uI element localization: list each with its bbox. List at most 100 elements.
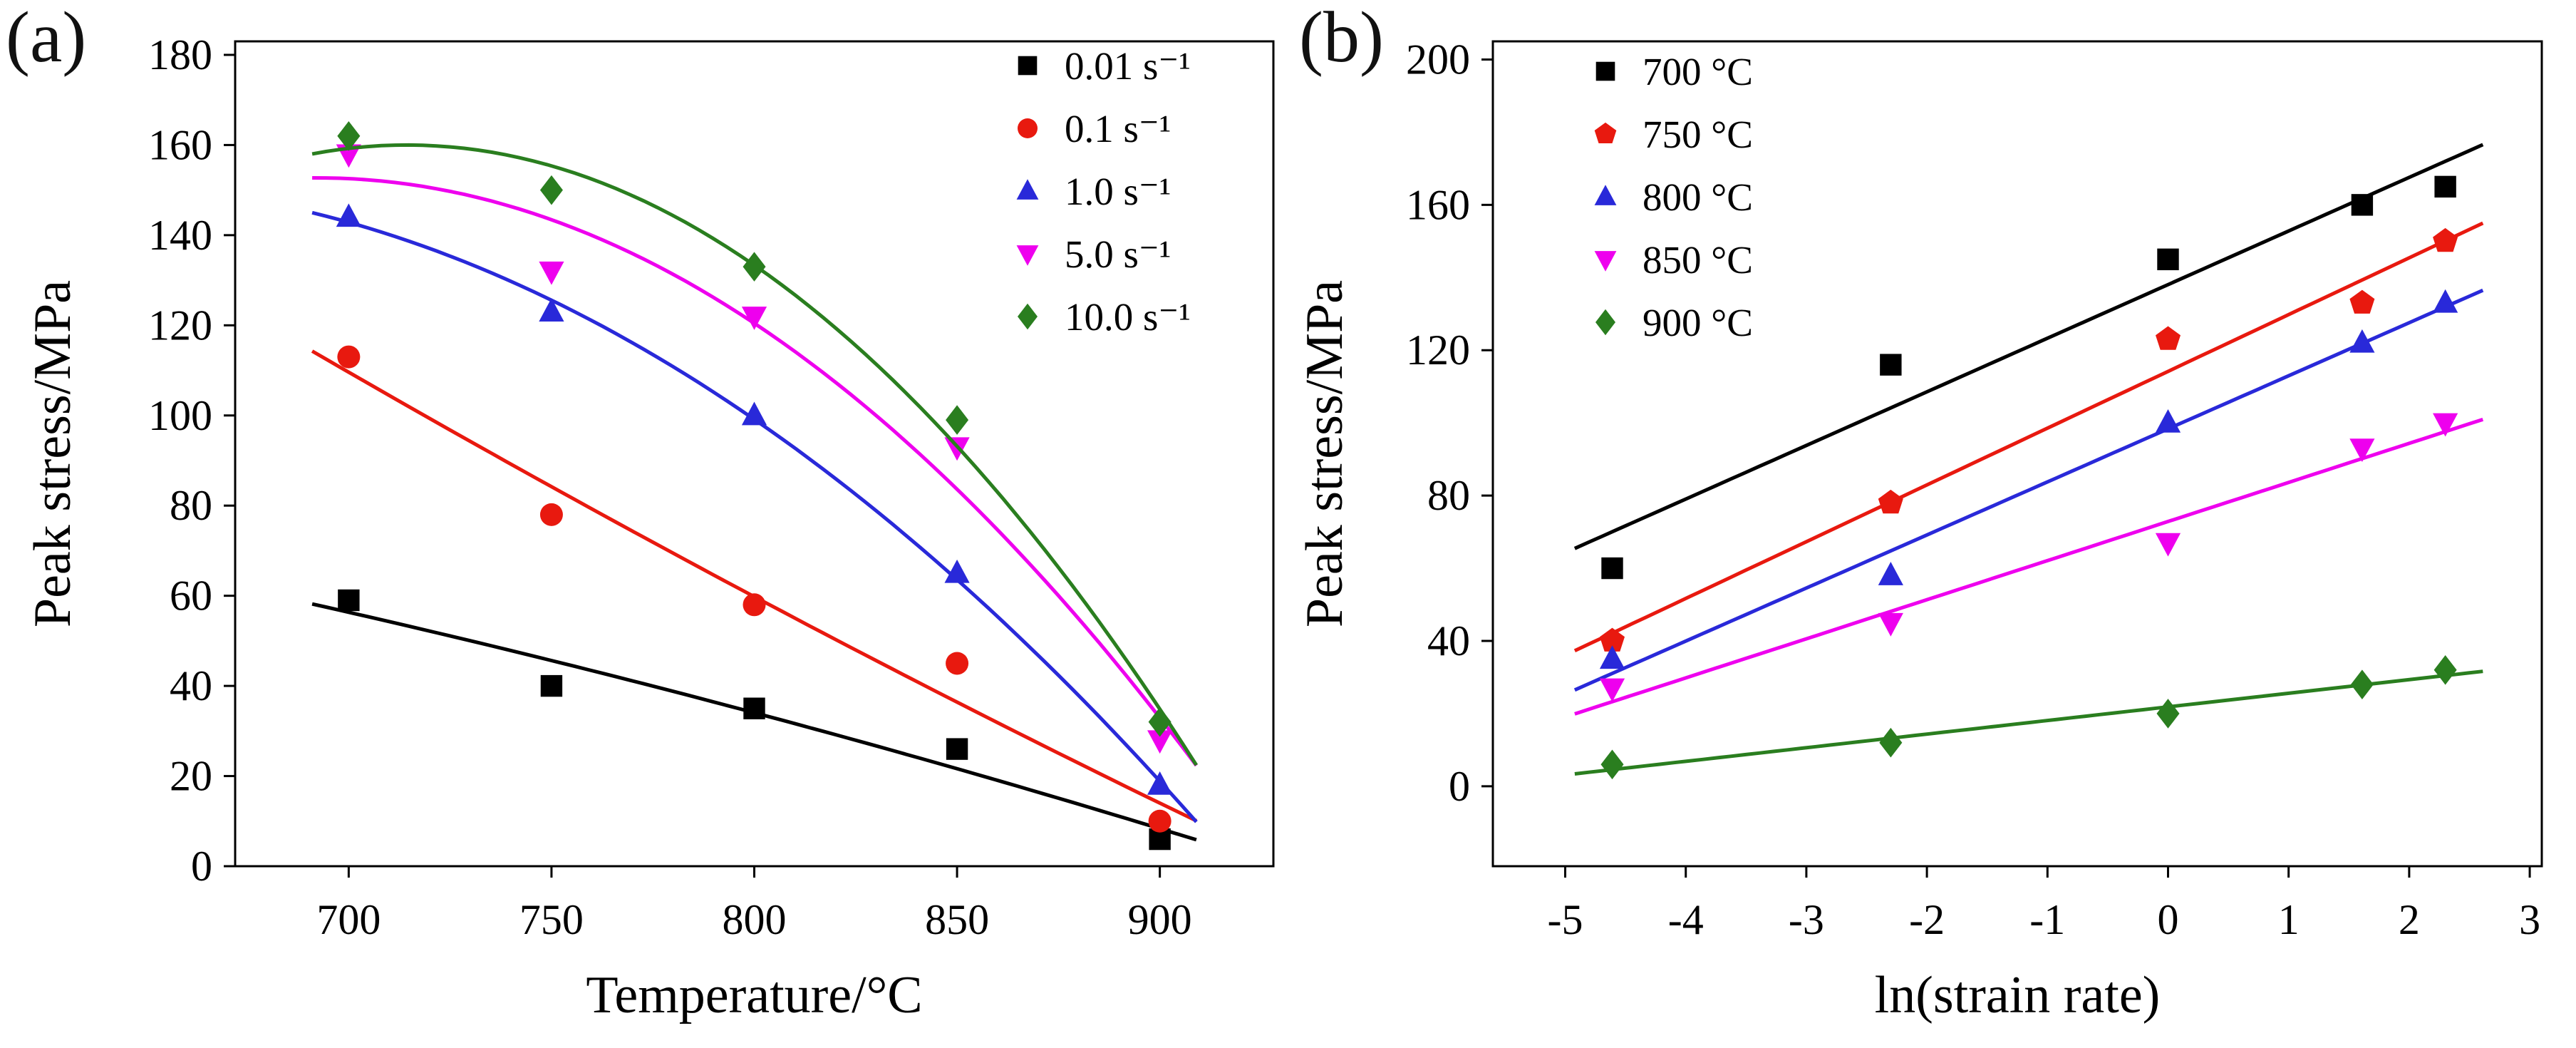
series-1.0 s⁻¹ bbox=[311, 203, 1198, 823]
triangle-up-marker bbox=[1878, 562, 1903, 585]
x-tick-label: -5 bbox=[1548, 896, 1583, 943]
diamond-marker bbox=[1879, 727, 1903, 758]
legend-label: 1.0 s⁻¹ bbox=[1065, 170, 1171, 213]
fit-line bbox=[311, 602, 1197, 842]
triangle-down-marker bbox=[539, 261, 564, 285]
x-axis-label: Temperature/°C bbox=[586, 966, 922, 1024]
fit-line bbox=[1573, 221, 2484, 653]
triangle-down-marker bbox=[741, 307, 767, 330]
series-750 °C bbox=[1573, 221, 2484, 653]
pentagon-marker bbox=[2433, 227, 2458, 252]
triangle-down-marker bbox=[1147, 730, 1173, 754]
pentagon-marker bbox=[2349, 289, 2375, 314]
x-tick-label: -3 bbox=[1789, 896, 1824, 943]
y-tick-label: 160 bbox=[148, 121, 212, 168]
y-tick-label: 120 bbox=[1406, 327, 1470, 374]
pentagon-marker bbox=[1878, 489, 1903, 514]
y-tick-label: 40 bbox=[1427, 617, 1470, 664]
y-tick-label: 200 bbox=[1406, 36, 1470, 83]
y-tick-label: 80 bbox=[170, 482, 212, 529]
square-marker bbox=[1601, 557, 1623, 580]
circle-marker bbox=[946, 652, 969, 675]
fit-line bbox=[1574, 418, 2484, 716]
square-marker bbox=[338, 589, 360, 612]
circle-marker bbox=[1148, 809, 1171, 833]
y-tick-label: 80 bbox=[1427, 472, 1470, 519]
triangle-up-marker bbox=[539, 298, 564, 322]
x-tick-label: 750 bbox=[519, 896, 584, 943]
triangle-up-marker bbox=[2155, 409, 2181, 433]
diamond-marker bbox=[743, 252, 766, 282]
x-tick-label: 1 bbox=[2278, 896, 2300, 943]
y-tick-label: 180 bbox=[148, 31, 212, 78]
y-tick-label: 40 bbox=[170, 662, 212, 709]
triangle-up-marker bbox=[1594, 185, 1617, 205]
fit-line bbox=[1573, 288, 2484, 692]
legend-label: 850 °C bbox=[1643, 238, 1753, 282]
panel-b: -5 -4 -3 -2 -1 0 1 2 3 0 40 80 120 160 200 ln(strain ra… bbox=[1293, 0, 2576, 1048]
x-tick-label: -2 bbox=[1909, 896, 1945, 943]
triangle-up-marker bbox=[1147, 771, 1173, 795]
y-tick-label: 100 bbox=[148, 392, 212, 439]
triangle-down-marker bbox=[1599, 678, 1625, 702]
diamond-marker bbox=[337, 120, 361, 151]
legend-label: 900 °C bbox=[1643, 301, 1753, 344]
diamond-marker bbox=[2156, 699, 2180, 729]
series-10.0 s⁻¹ bbox=[311, 120, 1199, 766]
diamond-marker bbox=[1148, 707, 1171, 737]
x-tick-label: 0 bbox=[2157, 896, 2178, 943]
legend-label: 750 °C bbox=[1643, 113, 1753, 156]
legend: 0.01 s⁻¹ 0.1 s⁻¹ 1.0 s⁻¹ 5.0 s⁻¹ 10.0 s⁻¹ bbox=[1016, 44, 1191, 339]
triangle-up-marker bbox=[2433, 289, 2458, 313]
square-marker bbox=[1595, 61, 1615, 81]
x-tick-label: 900 bbox=[1128, 896, 1192, 943]
plot-frame bbox=[1491, 40, 2543, 868]
triangle-down-marker bbox=[2155, 533, 2181, 557]
y-tick-label: 20 bbox=[170, 753, 212, 800]
circle-marker bbox=[1018, 118, 1038, 138]
series-5.0 s⁻¹ bbox=[312, 144, 1198, 767]
triangle-down-marker bbox=[2433, 413, 2458, 437]
triangle-down-marker bbox=[1878, 612, 1903, 637]
panel-a: 700 750 800 850 900 0 20 40 60 80 100 120 140 160 180 T… bbox=[6, 1, 1275, 1024]
y-tick-label: 140 bbox=[148, 212, 212, 259]
x-tick-label: 800 bbox=[723, 896, 787, 943]
x-tick-label: 850 bbox=[925, 896, 989, 943]
series-900 °C bbox=[1574, 654, 2483, 780]
x-tick-label: 3 bbox=[2519, 896, 2540, 943]
legend-label: 5.0 s⁻¹ bbox=[1065, 232, 1171, 276]
triangle-up-marker bbox=[1599, 645, 1625, 669]
pentagon-marker bbox=[1594, 122, 1617, 143]
fit-line bbox=[1574, 669, 2483, 776]
y-tick-label: 60 bbox=[170, 572, 212, 620]
triangle-down-marker bbox=[2349, 438, 2375, 463]
triangle-up-marker bbox=[741, 401, 767, 426]
circle-marker bbox=[743, 593, 766, 617]
diamond-marker bbox=[1595, 309, 1615, 336]
diamond-marker bbox=[946, 405, 969, 435]
square-marker bbox=[1880, 354, 1902, 376]
series-0.01 s⁻¹ bbox=[311, 589, 1197, 851]
circle-marker bbox=[539, 503, 563, 526]
diamond-marker bbox=[1600, 749, 1624, 780]
diamond-marker bbox=[539, 175, 563, 205]
panel-b-label: (b) bbox=[1299, 0, 1384, 78]
y-tick-label: 120 bbox=[148, 302, 212, 349]
fit-line bbox=[1573, 143, 2484, 550]
x-tick-label: -1 bbox=[2029, 896, 2065, 943]
legend-label: 800 °C bbox=[1643, 175, 1753, 219]
x-axis-label: ln(strain rate) bbox=[1875, 966, 2161, 1024]
legend-label: 0.01 s⁻¹ bbox=[1065, 44, 1191, 88]
legend-label: 0.1 s⁻¹ bbox=[1065, 107, 1171, 150]
series-700 °C bbox=[1573, 143, 2484, 580]
triangle-up-marker bbox=[336, 203, 361, 227]
square-marker bbox=[946, 738, 968, 760]
series-0.1 s⁻¹ bbox=[311, 345, 1197, 833]
diamond-marker bbox=[2433, 654, 2457, 685]
y-axis-label: Peak stress/MPa bbox=[24, 280, 82, 627]
triangle-down-marker bbox=[1594, 251, 1617, 272]
y-axis-label: Peak stress/MPa bbox=[1295, 280, 1354, 627]
x-tick-label: 2 bbox=[2399, 896, 2420, 943]
x-tick-label: 700 bbox=[316, 896, 381, 943]
chart-b-plot: -5 -4 -3 -2 -1 0 1 2 3 0 40 80 120 160 200 ln(strain ra… bbox=[1295, 36, 2543, 1024]
